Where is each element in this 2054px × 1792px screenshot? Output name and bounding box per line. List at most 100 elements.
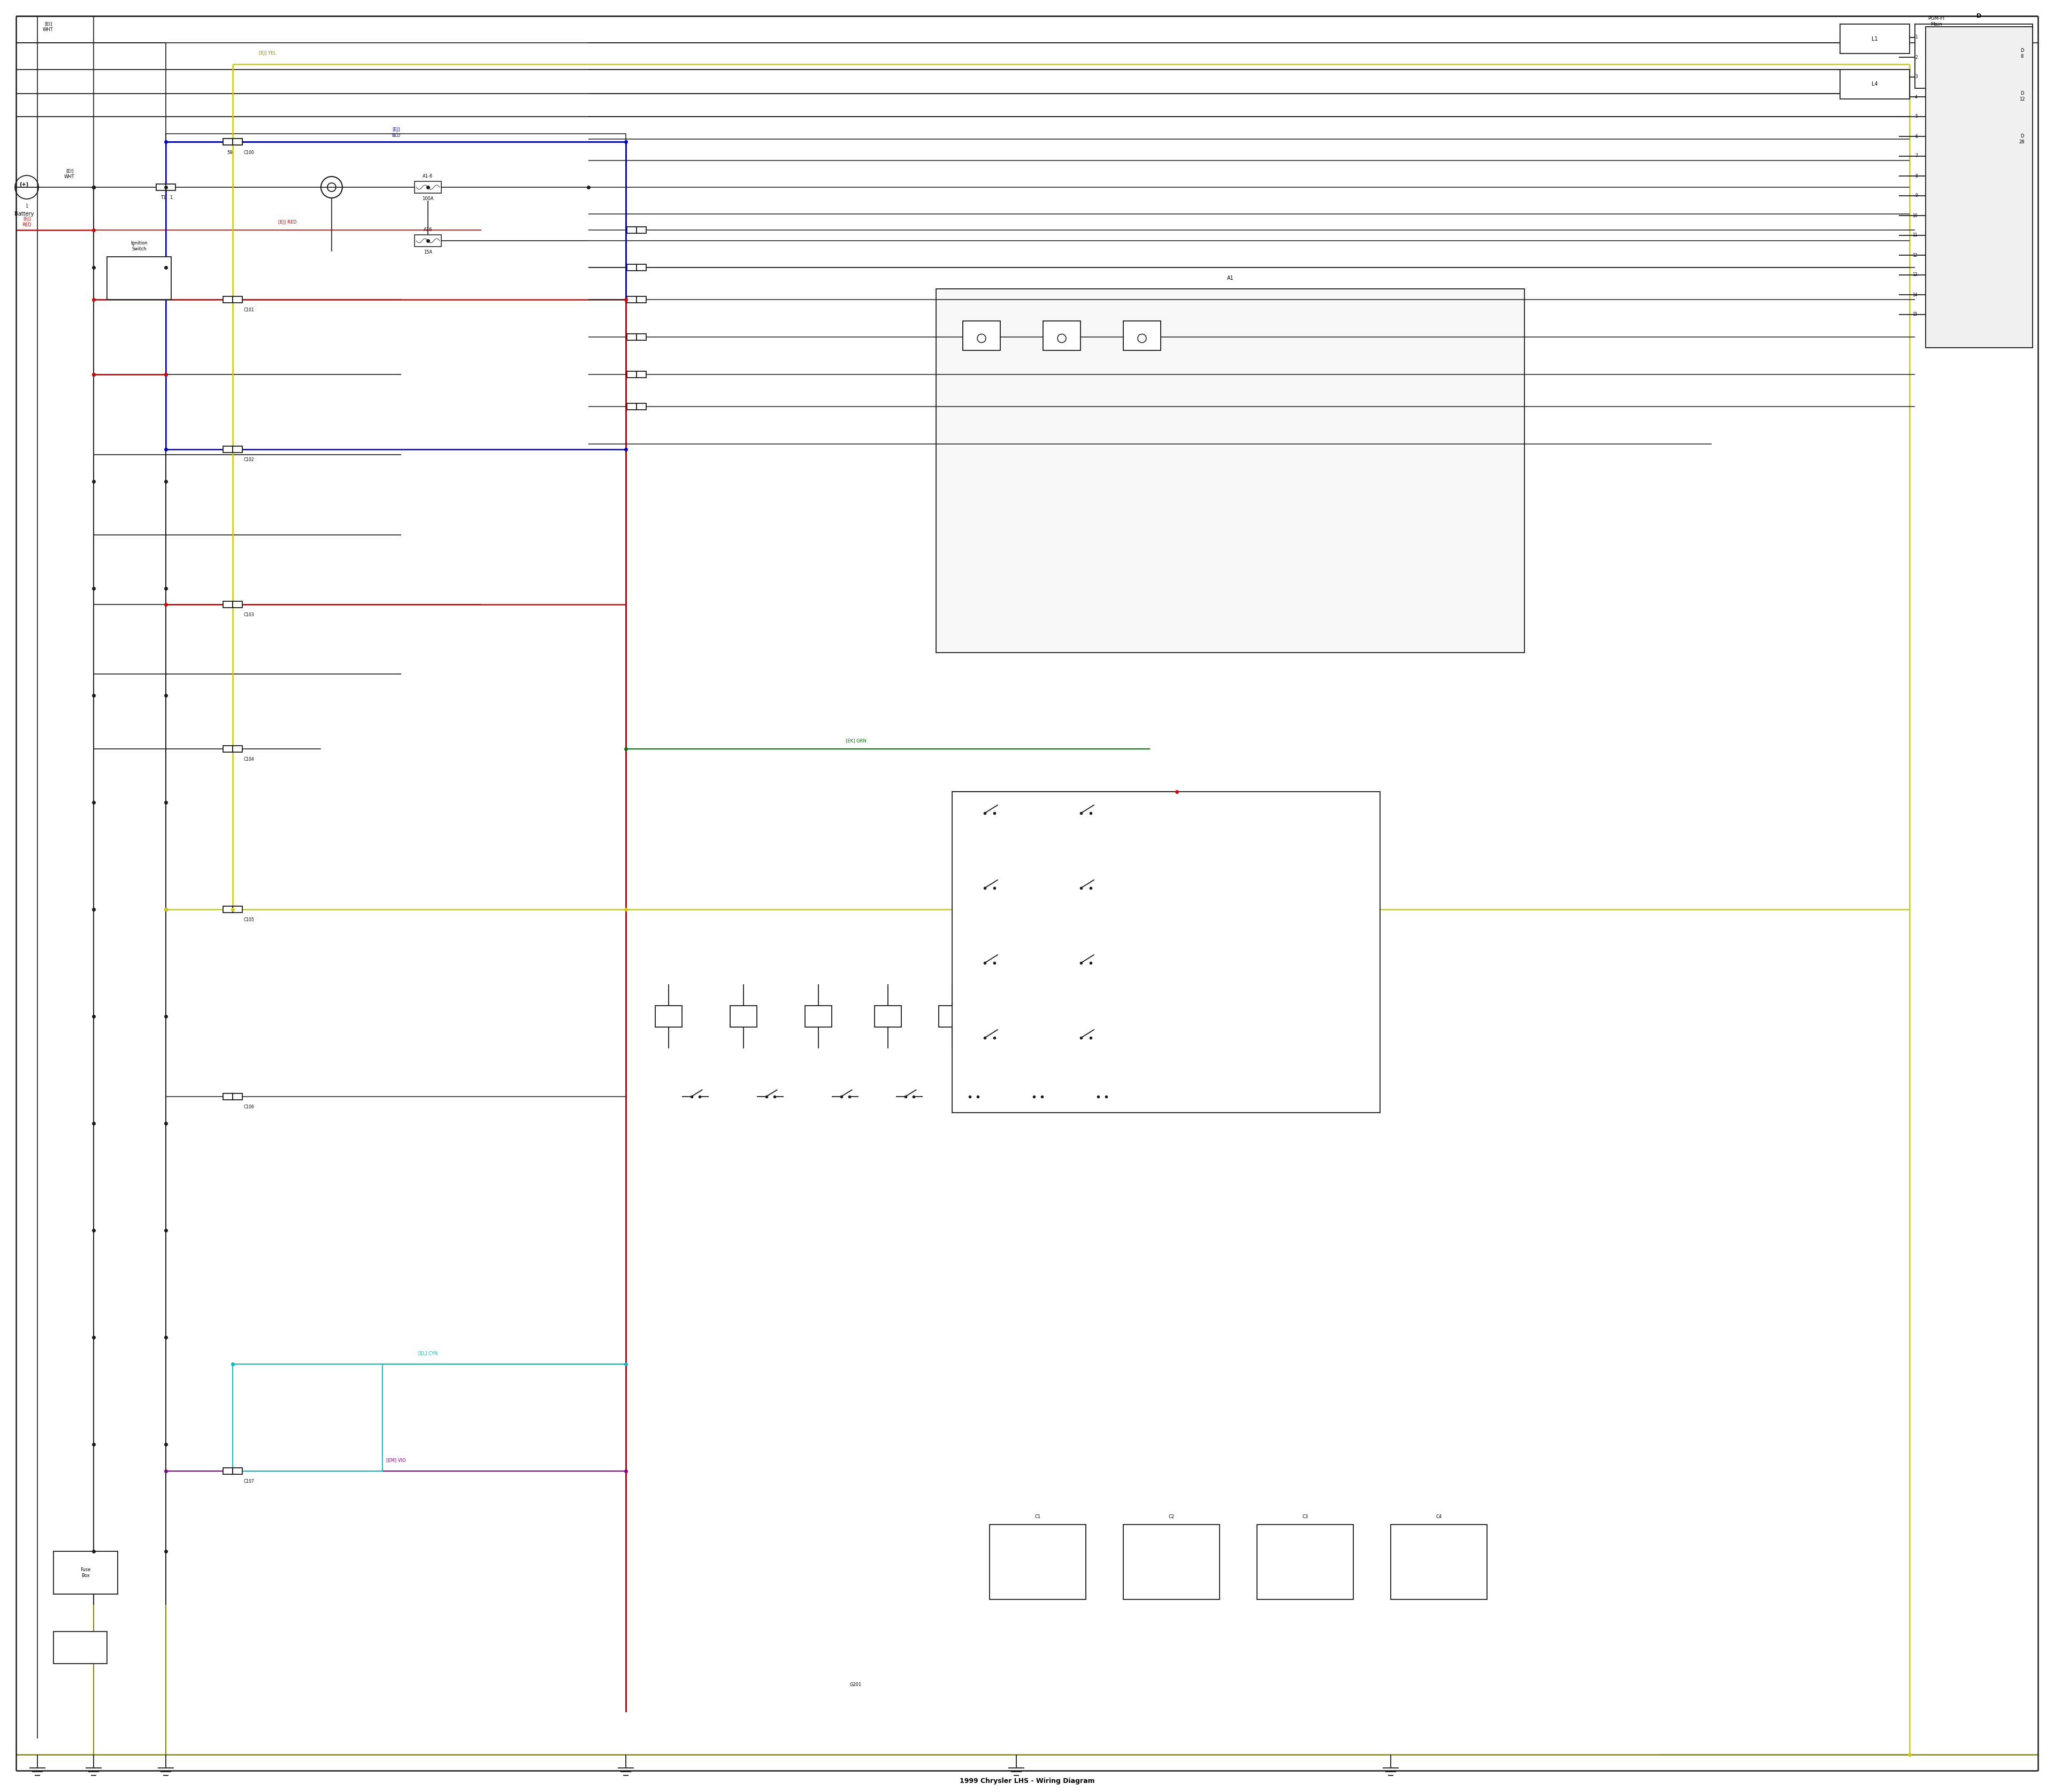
Bar [232, 138, 242, 145]
Bar [626, 403, 637, 410]
Bar [53, 1552, 117, 1595]
Text: ETCS
Control
Relay: ETCS Control Relay [1927, 61, 1945, 77]
Text: 10: 10 [1912, 213, 1918, 219]
Text: C106: C106 [244, 1106, 255, 1109]
Bar [224, 1468, 232, 1475]
Bar [1840, 70, 1910, 99]
Text: 14: 14 [1912, 292, 1918, 297]
Bar [626, 333, 637, 340]
Bar [1257, 1525, 1354, 1600]
Text: 15: 15 [1912, 312, 1918, 317]
Text: L4: L4 [1871, 82, 1877, 88]
Text: 1999 Chrysler LHS - Wiring Diagram: 1999 Chrysler LHS - Wiring Diagram [959, 1778, 1095, 1785]
Text: C100: C100 [244, 151, 255, 154]
Text: 8: 8 [1914, 174, 1918, 179]
Bar [232, 1093, 242, 1100]
Bar [953, 792, 1380, 1113]
Bar [232, 602, 242, 607]
Bar [875, 1005, 902, 1027]
Text: [EJ]
RED: [EJ] RED [23, 217, 31, 228]
Bar [637, 333, 647, 340]
Text: 1: 1 [25, 204, 29, 208]
Text: Ignition
Switch: Ignition Switch [131, 240, 148, 251]
Bar [224, 138, 232, 145]
Bar [637, 263, 647, 271]
Text: C105: C105 [244, 918, 255, 923]
Text: D
8: D 8 [2021, 48, 2023, 59]
Bar [637, 371, 647, 378]
Bar [166, 134, 626, 1097]
Bar [224, 907, 232, 912]
Text: 15A: 15A [423, 249, 431, 254]
Bar [1124, 321, 1161, 351]
Bar [990, 1525, 1087, 1600]
Text: [EL] CYN: [EL] CYN [419, 1351, 438, 1357]
Text: 9: 9 [1914, 194, 1918, 199]
Bar [729, 1005, 756, 1027]
Text: A1-6: A1-6 [423, 174, 433, 179]
Text: [EJ] YEL: [EJ] YEL [259, 52, 275, 56]
Text: D
28: D 28 [2019, 134, 2025, 145]
Bar [107, 256, 170, 299]
Text: C2: C2 [1169, 1514, 1175, 1520]
Text: 6: 6 [1914, 134, 1918, 138]
Text: 3: 3 [1914, 75, 1918, 79]
Bar [53, 1631, 107, 1663]
Bar [415, 235, 442, 247]
Text: T1: T1 [160, 195, 166, 201]
Text: C102: C102 [244, 457, 255, 462]
Bar [1391, 1525, 1487, 1600]
Text: C104: C104 [244, 758, 255, 762]
Text: 5: 5 [1914, 115, 1918, 118]
Text: 1: 1 [1914, 36, 1918, 39]
Bar [637, 403, 647, 410]
Bar [232, 138, 242, 145]
Bar [232, 907, 242, 912]
Bar [805, 1005, 832, 1027]
Bar [637, 296, 647, 303]
Text: A16: A16 [423, 228, 431, 231]
Text: C101: C101 [244, 308, 255, 312]
Text: [EI]
WHT: [EI] WHT [64, 168, 74, 179]
Bar [232, 446, 242, 453]
Bar [224, 745, 232, 753]
Bar [1927, 27, 2033, 348]
Bar [232, 745, 242, 753]
Text: 13: 13 [1912, 272, 1918, 278]
Bar [626, 228, 637, 233]
Bar [1043, 321, 1080, 351]
Text: 7: 7 [1914, 154, 1918, 159]
Text: G201: G201 [850, 1683, 863, 1688]
Bar [1840, 23, 1910, 54]
Bar [166, 185, 175, 190]
Bar [232, 1364, 382, 1471]
Text: [EJ]
BLU: [EJ] BLU [392, 127, 401, 138]
Text: 100A: 100A [423, 195, 433, 201]
Text: [EJ] RED: [EJ] RED [277, 220, 296, 224]
Text: C3: C3 [1302, 1514, 1308, 1520]
Text: Fuse
Box: Fuse Box [80, 1568, 90, 1579]
Bar [224, 138, 232, 145]
Bar [1002, 1005, 1029, 1027]
Bar [1124, 1525, 1220, 1600]
Bar [937, 289, 1524, 652]
Text: [EI]
WHT: [EI] WHT [43, 22, 53, 32]
Text: D: D [1976, 13, 1982, 18]
Text: 4: 4 [1914, 95, 1918, 99]
Text: 12: 12 [1912, 253, 1918, 258]
Bar [626, 263, 637, 271]
Bar [626, 371, 637, 378]
Text: (+): (+) [18, 181, 29, 186]
Text: 1: 1 [170, 195, 173, 201]
Bar [156, 185, 166, 190]
Bar [415, 181, 442, 194]
Text: C4: C4 [1436, 1514, 1442, 1520]
Text: L1: L1 [1871, 36, 1877, 41]
Bar [1914, 23, 2033, 88]
Bar [963, 321, 1000, 351]
Text: C107: C107 [244, 1480, 255, 1484]
Bar [655, 1005, 682, 1027]
Bar [637, 228, 647, 233]
Bar [224, 296, 232, 303]
Text: D
12: D 12 [2019, 91, 2025, 102]
